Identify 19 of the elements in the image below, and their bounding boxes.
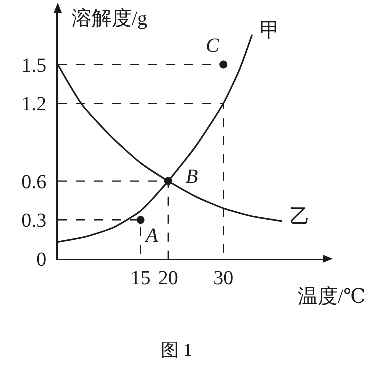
y-tick-label: 0.6	[22, 171, 47, 194]
x-tick-label: 30	[214, 267, 234, 290]
y-axis-title: 溶解度/g	[72, 8, 148, 30]
point	[136, 216, 145, 224]
caption: 图 1	[161, 340, 192, 360]
point	[164, 177, 172, 186]
x-axis-title: 温度/℃	[298, 286, 366, 308]
y-tick-label: 0	[36, 249, 47, 271]
y-tick-label: 1.5	[22, 54, 47, 77]
y-tick-label: 1.2	[22, 94, 47, 116]
y-tick-label: 0.3	[22, 210, 47, 232]
x-tick-label: 15	[130, 267, 151, 290]
annotation: B	[186, 166, 198, 188]
series-label: 乙	[290, 206, 310, 228]
series-label: 甲	[260, 20, 280, 42]
point	[220, 60, 228, 69]
annotation: C	[206, 35, 220, 57]
annotation: A	[144, 225, 159, 247]
x-tick-label: 20	[158, 267, 178, 290]
